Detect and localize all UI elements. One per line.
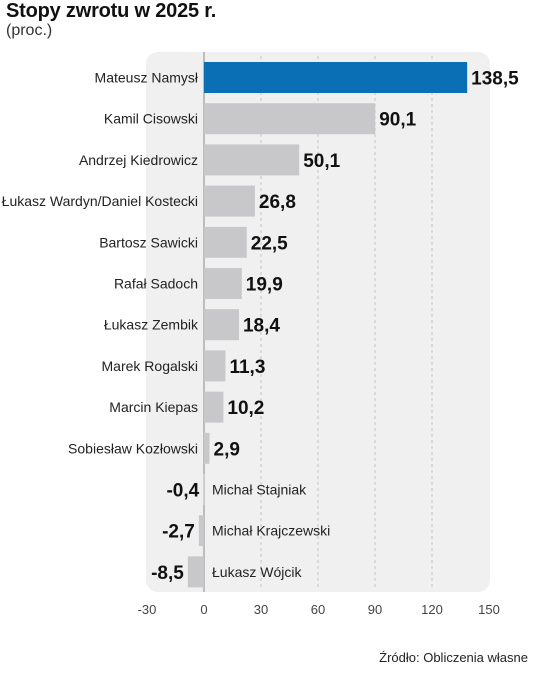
x-tick-label: -30 xyxy=(138,602,157,617)
source-note: Źródło: Obliczenia własne xyxy=(379,650,528,665)
value-label: 10,2 xyxy=(227,398,264,419)
bar xyxy=(204,144,300,176)
bar xyxy=(204,226,247,258)
category-label: Łukasz Wardyn/Daniel Kostecki xyxy=(2,193,198,209)
category-label: Bartosz Sawicki xyxy=(99,234,198,250)
x-tick-label: 30 xyxy=(254,602,268,617)
bar xyxy=(204,103,376,135)
bar xyxy=(198,515,204,547)
category-label: Kamil Cisowski xyxy=(104,111,198,127)
x-tick-label: 60 xyxy=(311,602,325,617)
category-label: Marcin Kiepas xyxy=(109,399,198,415)
value-label: 18,4 xyxy=(243,316,280,337)
value-label: 26,8 xyxy=(259,192,296,213)
category-label: Michał Stajniak xyxy=(212,482,307,498)
bar xyxy=(204,268,242,299)
bar xyxy=(204,309,239,341)
category-label: Łukasz Wójcik xyxy=(212,564,302,580)
category-label: Mateusz Namysł xyxy=(95,70,199,86)
bar xyxy=(204,432,210,464)
value-label: 2,9 xyxy=(214,439,240,460)
value-label: 50,1 xyxy=(303,151,340,172)
category-label: Andrzej Kiedrowicz xyxy=(79,152,198,168)
bar xyxy=(187,556,204,588)
category-label: Łukasz Zembik xyxy=(104,317,199,333)
chart-subtitle: (proc.) xyxy=(6,22,53,39)
bar xyxy=(204,62,468,93)
bar xyxy=(204,391,224,423)
chart-title: Stopy zwrotu w 2025 r. xyxy=(6,0,217,22)
value-label: 22,5 xyxy=(251,233,288,254)
x-tick-label: 150 xyxy=(478,602,500,617)
x-tick-label: 90 xyxy=(368,602,382,617)
value-label: -2,7 xyxy=(162,522,195,543)
bar xyxy=(203,474,205,505)
value-label: 90,1 xyxy=(379,110,416,131)
category-label: Marek Rogalski xyxy=(102,358,198,374)
bar xyxy=(204,350,226,382)
value-label: 11,3 xyxy=(229,357,265,378)
value-label: 19,9 xyxy=(246,275,283,296)
bar xyxy=(204,185,255,217)
x-tick-label: 0 xyxy=(200,602,207,617)
category-label: Sobiesław Kozłowski xyxy=(68,440,198,456)
category-label: Rafał Sadoch xyxy=(114,276,198,292)
value-label: -0,4 xyxy=(166,481,199,502)
value-label: 138,5 xyxy=(471,69,519,90)
x-tick-label: 120 xyxy=(421,602,443,617)
value-label: -8,5 xyxy=(151,563,184,584)
category-label: Michał Krajczewski xyxy=(212,523,330,539)
